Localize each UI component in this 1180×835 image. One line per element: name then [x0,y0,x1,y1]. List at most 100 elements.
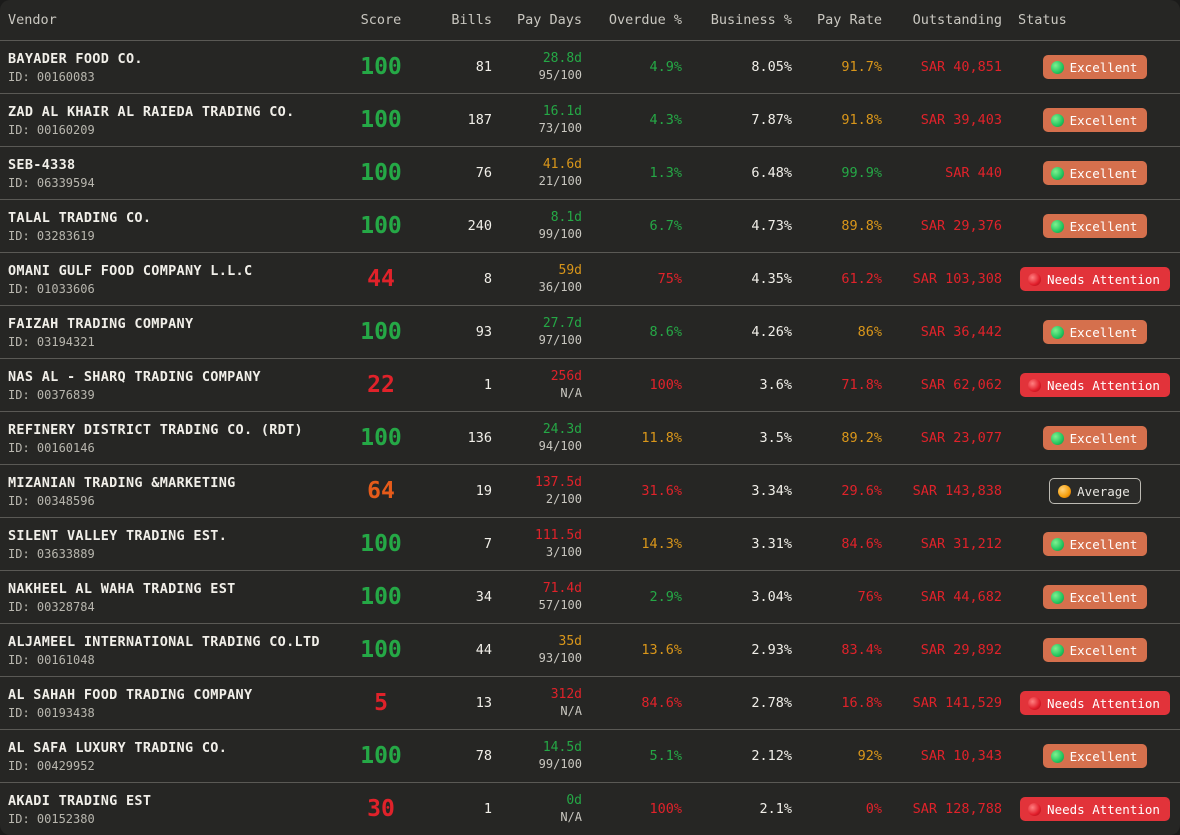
pay-rate: 86% [857,324,882,340]
outstanding-amount: SAR 31,212 [920,536,1002,552]
table-row[interactable]: SILENT VALLEY TRADING EST. ID: 03633889 … [0,518,1180,571]
pay-days-score: 93/100 [538,651,582,665]
status-dot-icon [1050,60,1064,74]
table-row[interactable]: OMANI GULF FOOD COMPANY L.L.C ID: 010336… [0,253,1180,306]
table-row[interactable]: TALAL TRADING CO. ID: 03283619 100 240 8… [0,200,1180,253]
status-dot-icon [1050,537,1064,551]
table-row[interactable]: FAIZAH TRADING COMPANY ID: 03194321 100 … [0,306,1180,359]
table-row[interactable]: NAKHEEL AL WAHA TRADING EST ID: 00328784… [0,571,1180,624]
table-row[interactable]: ZAD AL KHAIR AL RAIEDA TRADING CO. ID: 0… [0,94,1180,147]
business-percent: 2.93% [751,642,792,658]
pay-days-score: 99/100 [538,227,582,241]
pay-days-score: 94/100 [538,439,582,453]
table-header: Vendor Score Bills Pay Days Overdue % Bu… [0,0,1180,41]
pay-rate: 89.8% [841,218,882,234]
pay-rate: 29.6% [841,483,882,499]
vendor-cell: NAS AL - SHARQ TRADING COMPANY ID: 00376… [0,369,342,402]
outstanding-amount: SAR 10,343 [920,748,1002,764]
vendor-name: FAIZAH TRADING COMPANY [8,315,194,332]
column-header-vendor[interactable]: Vendor [8,12,57,28]
bills-count: 1 [483,377,492,393]
status-cell: Needs Attention [1010,373,1180,397]
pay-days-value: 27.7d [542,316,582,331]
column-header-pay-rate[interactable]: Pay Rate [816,12,882,28]
pay-days-score: 2/100 [545,492,582,506]
status-badge: Excellent [1042,320,1148,344]
vendor-id: ID: 00193438 [8,705,95,720]
score-value: 100 [360,213,402,239]
pay-days-value: 24.3d [542,422,582,437]
pay-days-cell: 0d N/A [500,792,590,826]
vendor-name: AKADI TRADING EST [8,792,152,809]
table-row[interactable]: AL SAFA LUXURY TRADING CO. ID: 00429952 … [0,730,1180,783]
status-dot-icon [1028,802,1042,816]
bills-count: 19 [475,483,492,499]
outstanding-amount: SAR 23,077 [920,430,1002,446]
pay-days-cell: 256d N/A [500,368,590,402]
pay-days-score: 99/100 [538,757,582,771]
column-header-pay-days[interactable]: Pay Days [516,12,582,28]
column-header-outstanding[interactable]: Outstanding [912,12,1002,28]
business-percent: 7.87% [751,112,792,128]
pay-days-score: N/A [560,810,582,824]
bills-count: 136 [467,430,492,446]
pay-rate: 89.2% [841,430,882,446]
status-dot-icon [1050,643,1064,657]
status-label: Excellent [1069,589,1138,605]
table-row[interactable]: MIZANIAN TRADING &MARKETING ID: 00348596… [0,465,1180,518]
table-row[interactable]: BAYADER FOOD CO. ID: 00160083 100 81 28.… [0,41,1180,94]
status-cell: Excellent [1010,55,1180,79]
business-percent: 8.05% [751,59,792,75]
table-row[interactable]: NAS AL - SHARQ TRADING COMPANY ID: 00376… [0,359,1180,412]
table-row[interactable]: AL SAHAH FOOD TRADING COMPANY ID: 001934… [0,677,1180,730]
overdue-percent: 31.6% [641,483,682,499]
pay-rate: 99.9% [841,165,882,181]
score-value: 100 [360,531,402,557]
pay-days-cell: 16.1d 73/100 [500,103,590,137]
status-label: Excellent [1069,112,1138,128]
column-header-overdue[interactable]: Overdue % [608,12,682,28]
pay-days-score: 3/100 [545,545,582,559]
business-percent: 3.6% [759,377,792,393]
table-row[interactable]: SEB-4338 ID: 06339594 100 76 41.6d 21/10… [0,147,1180,200]
status-cell: Excellent [1010,214,1180,238]
outstanding-amount: SAR 39,403 [920,112,1002,128]
score-value: 22 [367,372,395,398]
overdue-percent: 2.9% [649,589,682,605]
vendor-id: ID: 00376839 [8,387,95,402]
status-dot-icon [1050,166,1064,180]
bills-count: 8 [483,271,492,287]
column-header-business[interactable]: Business % [710,12,792,28]
status-dot-icon [1050,749,1064,763]
pay-days-cell: 28.8d 95/100 [500,50,590,84]
outstanding-amount: SAR 103,308 [912,271,1002,287]
status-badge: Excellent [1042,108,1148,132]
table-row[interactable]: AKADI TRADING EST ID: 00152380 30 1 0d N… [0,783,1180,835]
vendor-cell: AL SAFA LUXURY TRADING CO. ID: 00429952 [0,740,342,773]
status-cell: Excellent [1010,532,1180,556]
status-label: Needs Attention [1047,801,1160,817]
column-header-score[interactable]: Score [360,12,402,28]
status-badge: Excellent [1042,55,1148,79]
score-value: 100 [360,107,402,133]
status-badge: Excellent [1042,532,1148,556]
vendor-cell: MIZANIAN TRADING &MARKETING ID: 00348596 [0,475,342,508]
pay-days-score: N/A [560,386,582,400]
pay-days-value: 8.1d [550,210,582,225]
score-value: 100 [360,584,402,610]
outstanding-amount: SAR 440 [945,165,1002,181]
status-cell: Excellent [1010,585,1180,609]
vendor-cell: REFINERY DISTRICT TRADING CO. (RDT) ID: … [0,422,342,455]
pay-days-cell: 35d 93/100 [500,633,590,667]
business-percent: 4.35% [751,271,792,287]
column-header-bills[interactable]: Bills [451,12,492,28]
column-header-status[interactable]: Status [1018,12,1067,28]
pay-rate: 91.7% [841,59,882,75]
vendor-name: ZAD AL KHAIR AL RAIEDA TRADING CO. [8,103,295,120]
vendor-id: ID: 00152380 [8,811,95,826]
outstanding-amount: SAR 62,062 [920,377,1002,393]
table-row[interactable]: ALJAMEEL INTERNATIONAL TRADING CO.LTD ID… [0,624,1180,677]
score-value: 64 [367,478,395,504]
status-badge: Excellent [1042,214,1148,238]
table-row[interactable]: REFINERY DISTRICT TRADING CO. (RDT) ID: … [0,412,1180,465]
